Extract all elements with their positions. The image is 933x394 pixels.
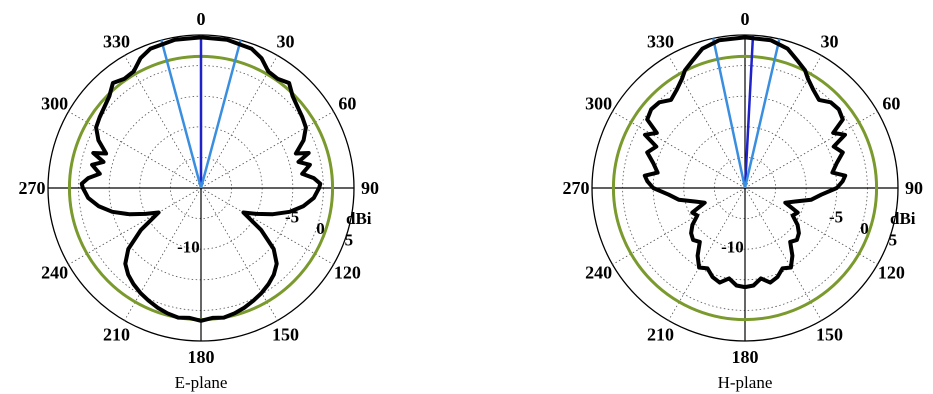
h-plane-ring-label: 5 [889, 230, 898, 249]
h-plane-angle-label: 300 [585, 94, 612, 114]
h-plane-grid-spoke [744, 111, 878, 189]
e-plane-polar-chart: 0 30 60 90 120 150 180 210 240 270 300 330 -10 -5 0 5 dB… [19, 9, 380, 392]
h-plane-grid-spoke [668, 55, 746, 189]
e-plane-grid-spoke [200, 111, 334, 189]
e-plane-unit-label: dBi [346, 209, 372, 228]
e-plane-angle-label: 120 [334, 263, 361, 283]
h-plane-beam-line [743, 35, 755, 189]
e-plane-grid-spoke [68, 187, 202, 265]
e-plane-ring-label: 0 [316, 219, 325, 238]
e-plane-angle-label: 210 [103, 324, 130, 344]
e-plane-grid-spoke [124, 55, 202, 189]
h-plane-ring-label: -10 [721, 237, 744, 256]
e-plane-angle-label: 270 [19, 178, 46, 198]
h-plane-polar-chart: 0 30 60 90 120 150 180 210 240 270 300 330 -10 -5 0 5 dB… [563, 9, 924, 392]
e-plane-angle-label: 30 [277, 32, 295, 52]
h-plane-angle-label: 60 [882, 94, 900, 114]
e-plane-caption: E-plane [175, 373, 228, 392]
e-plane-grid-spoke [68, 111, 202, 189]
e-plane-angle-label: 90 [361, 178, 379, 198]
e-plane-angle-label: 150 [272, 324, 299, 344]
e-plane-ring-label: 5 [345, 230, 354, 249]
h-plane-beam-line [711, 38, 747, 189]
e-plane-angle-label: 330 [103, 32, 130, 52]
e-plane-ring-label: -10 [177, 237, 200, 256]
e-plane-grid-spoke [200, 55, 278, 189]
e-plane-grid-spoke [124, 187, 202, 321]
h-plane-angle-label: 330 [647, 32, 674, 52]
h-plane-grid-spoke [744, 187, 878, 265]
e-plane-beam-line [160, 39, 203, 189]
h-plane-angle-label: 90 [905, 178, 923, 198]
h-plane-unit-label: dBi [890, 209, 916, 228]
h-plane-ring-label: 0 [860, 219, 869, 238]
e-plane-angle-label: 180 [188, 347, 215, 367]
e-plane-angle-label: 60 [338, 94, 356, 114]
e-plane-angle-label: 0 [197, 9, 206, 29]
h-plane-reference-circle [611, 54, 879, 322]
h-plane-angle-label: 270 [563, 178, 590, 198]
h-plane-angle-label: 120 [878, 263, 905, 283]
e-plane-grid-spoke [200, 187, 334, 265]
e-plane-grid-spoke [200, 187, 278, 321]
h-plane-angle-label: 180 [732, 347, 759, 367]
h-plane-ring-label: -5 [829, 207, 843, 226]
e-plane-ring-label: -5 [285, 207, 299, 226]
h-plane-caption: H-plane [718, 373, 773, 392]
h-plane-angle-label: 30 [821, 32, 839, 52]
h-plane-grid-spoke [744, 55, 822, 189]
h-plane-angle-label: 210 [647, 324, 674, 344]
h-plane-grid-spoke [612, 111, 746, 189]
e-plane-beam-line [199, 39, 242, 189]
h-plane-grid-spoke [612, 187, 746, 265]
h-plane-angle-label: 150 [816, 324, 843, 344]
h-plane-grid-spoke [744, 187, 822, 321]
h-plane-radiation-pattern [642, 35, 848, 290]
e-plane-angle-label: 240 [41, 263, 68, 283]
h-plane-angle-label: 240 [585, 263, 612, 283]
h-plane-beam-line [743, 38, 781, 189]
h-plane-angle-label: 0 [741, 9, 750, 29]
e-plane-angle-label: 300 [41, 94, 68, 114]
h-plane-grid-spoke [668, 187, 746, 321]
e-plane-radiation-pattern [79, 35, 323, 323]
